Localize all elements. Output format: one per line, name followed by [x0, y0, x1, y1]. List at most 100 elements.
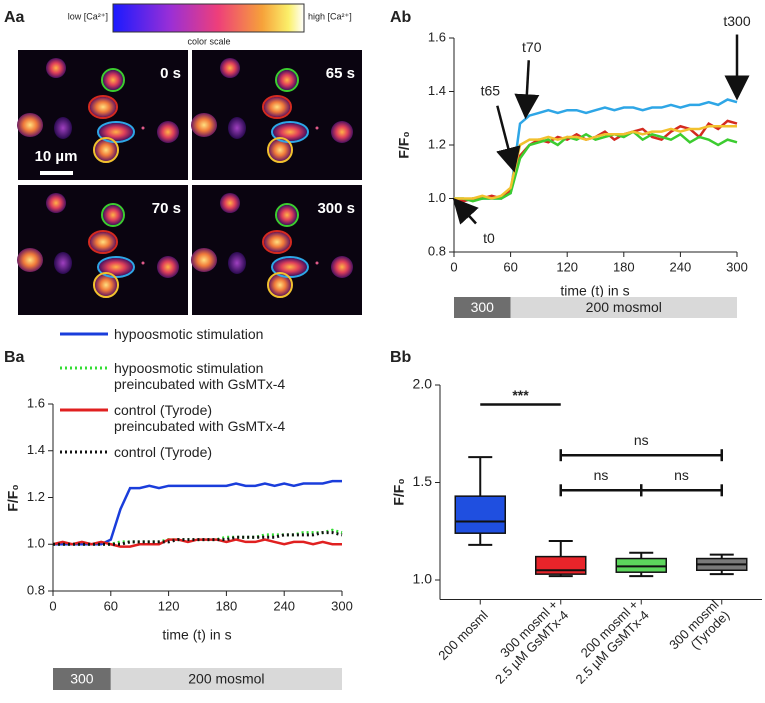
- cell: [220, 58, 240, 78]
- cell: [220, 193, 240, 213]
- series-line: [454, 130, 738, 203]
- y-tick-label: 1.6: [428, 29, 446, 44]
- cell: [269, 139, 291, 161]
- timepoint: 0 s: [160, 65, 181, 82]
- significance: ns: [674, 467, 689, 483]
- cell: [103, 70, 123, 90]
- cell: [90, 232, 116, 252]
- annotation-arrow: [496, 105, 521, 173]
- cell: [315, 261, 319, 265]
- legend-label: control (Tyrode): [114, 444, 213, 460]
- roi: [101, 68, 125, 92]
- x-tick-label: 300: [726, 259, 748, 274]
- significance: ns: [594, 467, 609, 483]
- y-axis-label: F/F₀: [391, 478, 407, 505]
- y-tick-label: 1.0: [428, 190, 446, 205]
- cell: [273, 123, 307, 141]
- roi: [93, 272, 119, 298]
- cell: [228, 252, 246, 274]
- cell: [264, 97, 290, 117]
- timepoint: 300 s: [317, 200, 355, 217]
- cell: [269, 274, 291, 296]
- osmolarity-label: 300: [70, 671, 94, 687]
- y-tick-label: 1.0: [413, 571, 433, 587]
- y-tick-label: 0.8: [27, 582, 45, 597]
- scale-low: low [Ca²⁺]: [68, 11, 108, 21]
- cell: [331, 256, 353, 278]
- cell: [315, 126, 319, 130]
- roi: [262, 230, 292, 254]
- cell: [46, 193, 66, 213]
- y-tick-label: 1.2: [428, 136, 446, 151]
- x-tick-label: 120: [556, 259, 578, 274]
- cell: [17, 248, 43, 272]
- cell: [90, 97, 116, 117]
- y-tick-label: 1.4: [27, 442, 45, 457]
- roi: [88, 230, 118, 254]
- image-panel: Aa low [Ca²⁺] high [Ca²⁺] color scale 0 …: [4, 3, 362, 315]
- series-line: [453, 119, 738, 203]
- annotation: t0: [483, 230, 495, 246]
- osmolarity-segment: [53, 668, 111, 690]
- scale-high: high [Ca²⁺]: [308, 11, 352, 21]
- roi: [262, 95, 292, 119]
- timepoint: 70 s: [152, 200, 181, 217]
- x-tick-label: 60: [503, 259, 517, 274]
- osmolarity-label: 300: [471, 299, 495, 315]
- cell: [17, 113, 43, 137]
- roi: [267, 272, 293, 298]
- x-tick-label: 240: [273, 598, 295, 613]
- y-axis-label: F/F₀: [396, 131, 412, 158]
- annotation: t70: [522, 39, 542, 55]
- cell: [228, 117, 246, 139]
- cell: [264, 232, 290, 252]
- osmolarity-label: 200 mosmol: [586, 299, 662, 315]
- x-tick-label: 240: [670, 259, 692, 274]
- cell: [273, 258, 307, 276]
- panel-label: Ab: [390, 9, 412, 26]
- series-line: [454, 125, 737, 200]
- roi: [93, 137, 119, 163]
- cell: [191, 248, 217, 272]
- osmolarity-segment: [510, 297, 737, 318]
- cell: [99, 258, 133, 276]
- y-tick-label: 1.4: [428, 83, 446, 98]
- x-tick-label: 180: [216, 598, 238, 613]
- box: [535, 555, 587, 575]
- legend-label: hypoosmotic stimulation preincubated wit…: [114, 360, 286, 392]
- cell: [191, 113, 217, 137]
- y-tick-label: 1.6: [27, 395, 45, 410]
- panel-label: Bb: [390, 349, 412, 366]
- cell: [54, 252, 72, 274]
- y-tick-label: 1.0: [27, 536, 45, 551]
- legend-label: hypoosmotic stimulation: [114, 326, 264, 342]
- x-tick-label: 60: [104, 598, 118, 613]
- scale-title: color scale: [187, 36, 230, 46]
- annotation-arrow: [514, 60, 540, 120]
- y-tick-label: 2.0: [413, 376, 433, 392]
- x-axis-label: time (t) in s: [162, 627, 231, 643]
- cell: [103, 205, 123, 225]
- series-line: [53, 479, 342, 546]
- cell: [141, 126, 145, 130]
- roi: [275, 68, 299, 92]
- osmolarity-segment: [110, 668, 342, 690]
- roi: [275, 203, 299, 227]
- color-scale: [112, 3, 305, 33]
- annotation-arrow: [452, 197, 479, 225]
- y-axis-label: F/F₀: [5, 484, 21, 511]
- cell: [99, 123, 133, 141]
- significance: ns: [634, 432, 649, 448]
- x-tick-label: 0: [49, 598, 56, 613]
- cell: [277, 70, 297, 90]
- cell: [331, 121, 353, 143]
- panel-label: Aa: [4, 9, 25, 26]
- cell: [277, 205, 297, 225]
- x-tick-label: 180: [613, 259, 635, 274]
- osmolarity-segment: [454, 297, 511, 318]
- timepoint: 65 s: [326, 65, 355, 82]
- cell: [54, 117, 72, 139]
- annotation: t300: [723, 13, 750, 29]
- cell: [46, 58, 66, 78]
